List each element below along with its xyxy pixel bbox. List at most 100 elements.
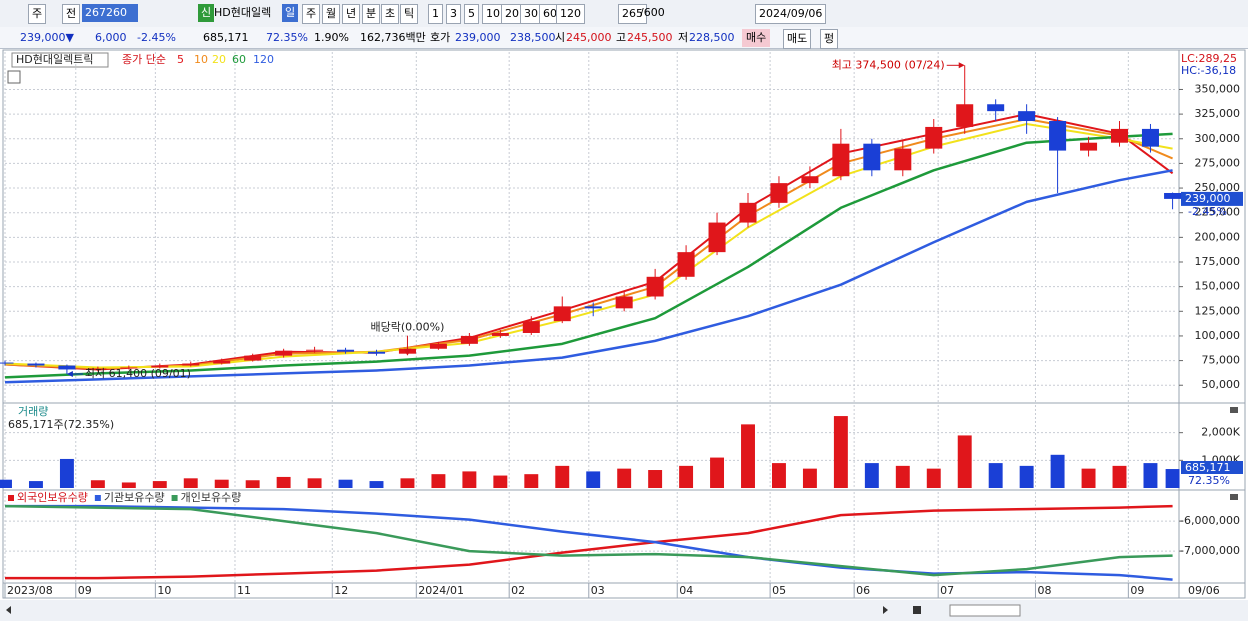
series-line xyxy=(4,504,1173,577)
toolbar-item[interactable]: 초 xyxy=(381,4,400,24)
toolbar-item[interactable]: 주 xyxy=(28,4,47,24)
toolbar-item[interactable]: 1 xyxy=(428,4,443,24)
panel-close[interactable] xyxy=(1230,494,1238,500)
candle-body xyxy=(120,367,138,369)
y-tick-label: -7,000,000 xyxy=(1180,544,1240,557)
info-item: 685,171 xyxy=(203,31,249,44)
scroll-left[interactable] xyxy=(6,606,11,614)
series-line xyxy=(4,169,1173,384)
volume-bar xyxy=(431,474,446,488)
toolbar-item[interactable]: HD현대일렉 xyxy=(214,6,272,19)
legend-entry: 기관보유수량 xyxy=(104,491,165,504)
info-item: 1.90% xyxy=(314,31,349,44)
volume-bar xyxy=(307,478,322,488)
legend-swatch xyxy=(94,495,101,501)
info-item: 239,000 xyxy=(455,31,501,44)
candle-body xyxy=(58,365,76,370)
y-tick-label: 100,000 xyxy=(1195,329,1241,342)
info-item: 239,000▼ xyxy=(20,31,74,44)
toolbar-item[interactable]: 5 xyxy=(464,4,479,24)
x-tick-label: 02 xyxy=(511,584,525,597)
y-tick-label: 250,000 xyxy=(1195,181,1241,194)
toolbar-item[interactable]: 월 xyxy=(322,4,341,24)
volume-bar xyxy=(679,465,694,488)
candle-body xyxy=(553,306,571,322)
x-tick-label: 12 xyxy=(334,584,348,597)
legend-swatch xyxy=(8,495,14,501)
y-tick-label: 300,000 xyxy=(1195,132,1241,145)
legend-swatch xyxy=(171,495,178,501)
volume-bar xyxy=(214,479,229,488)
volume-bar xyxy=(1019,465,1034,488)
candle-body xyxy=(987,104,1005,112)
legend-entry: 20 xyxy=(212,53,226,66)
volume-bar xyxy=(833,416,848,488)
candle-body xyxy=(584,306,602,309)
toolbar-item[interactable]: 30 xyxy=(520,4,542,24)
volume-bar xyxy=(864,463,879,488)
toolbar-item[interactable]: 신 xyxy=(198,4,215,22)
toolbar-item[interactable]: 60 xyxy=(539,4,561,24)
volume-bar xyxy=(0,479,12,488)
info-item: 6,000 xyxy=(95,31,127,44)
scroll-right[interactable] xyxy=(883,606,888,614)
info-item: 245,500 xyxy=(627,31,673,44)
last-volume-box xyxy=(1181,461,1243,474)
scroll-thumb[interactable] xyxy=(949,604,1021,617)
candle-body xyxy=(615,296,633,309)
candle-body xyxy=(739,202,757,223)
info-item[interactable]: 매도 xyxy=(783,29,812,49)
toolbar-item[interactable]: 10 xyxy=(482,4,504,24)
volume-bar xyxy=(152,481,167,488)
volume-bar xyxy=(28,481,43,488)
stop-button[interactable] xyxy=(913,606,921,614)
candle-body xyxy=(1018,111,1036,122)
toolbar-item[interactable]: 틱 xyxy=(400,4,419,24)
info-item: 72.35% xyxy=(266,31,308,44)
info-item[interactable]: 펑 xyxy=(820,29,839,49)
toolbar-item[interactable]: /600 xyxy=(640,6,665,19)
series-line xyxy=(4,122,1173,369)
toolbar-item[interactable]: 267260 xyxy=(82,4,138,22)
info-item: 228,500 xyxy=(689,31,735,44)
candle-body xyxy=(1080,142,1098,151)
panel-close[interactable] xyxy=(1230,407,1238,413)
toolbar-item[interactable]: 2024/09/06 xyxy=(755,4,827,24)
indicator-label: 종가 단순 xyxy=(122,53,166,66)
candle-body xyxy=(801,176,819,184)
toolbar-item[interactable]: 분 xyxy=(362,4,381,24)
last-change: -2.45% xyxy=(1188,205,1227,218)
candle-body xyxy=(522,321,540,333)
toolbar-item[interactable]: 주 xyxy=(302,4,321,24)
annotation-arrow-head xyxy=(66,371,73,377)
volume-bar xyxy=(802,468,817,488)
x-tick-label: 10 xyxy=(157,584,171,597)
x-tick-label: 08 xyxy=(1037,584,1051,597)
toolbar-item[interactable]: 265 xyxy=(618,4,647,24)
info-item[interactable]: 매수 xyxy=(742,29,771,47)
volume-bar xyxy=(926,468,941,488)
toolbar-item[interactable]: 년 xyxy=(342,4,361,24)
toolbar-item[interactable]: 일 xyxy=(282,4,299,22)
volume-bar xyxy=(1050,454,1065,488)
title-box xyxy=(11,52,109,68)
last-volume: 685,171 xyxy=(1185,461,1231,474)
legend-entry: 외국인보유수량 xyxy=(17,491,88,504)
candle-body xyxy=(1049,121,1067,151)
volume-bar xyxy=(183,478,198,488)
toolbar-item[interactable]: 전 xyxy=(62,4,81,24)
candle-body xyxy=(1141,128,1159,147)
toolbar-item[interactable]: 3 xyxy=(446,4,461,24)
scrollbar[interactable] xyxy=(0,600,1248,621)
volume-bar xyxy=(121,482,136,488)
candle-body xyxy=(367,351,386,354)
y-tick-label: 175,000 xyxy=(1195,255,1241,268)
volume-bar xyxy=(988,463,1003,488)
toolbar-item[interactable]: 120 xyxy=(556,4,585,24)
hc-label: HC:-36,18 xyxy=(1181,64,1236,77)
candle-body xyxy=(27,363,45,366)
volume-bar xyxy=(771,463,786,488)
grid-icon[interactable] xyxy=(7,70,21,84)
last-price-box xyxy=(1181,191,1243,206)
